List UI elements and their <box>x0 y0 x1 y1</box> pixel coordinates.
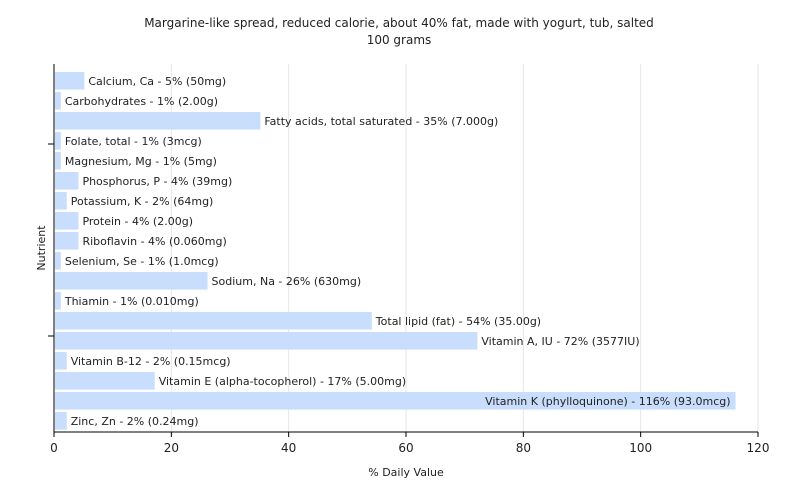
bar-label: Riboflavin - 4% (0.060mg) <box>82 235 226 248</box>
bar <box>55 412 67 430</box>
bar <box>55 92 61 110</box>
gridlines <box>170 64 759 432</box>
bar <box>55 112 261 130</box>
bar-label: Fatty acids, total saturated - 35% (7.00… <box>264 115 498 128</box>
bar <box>55 252 61 270</box>
bar-label: Protein - 4% (2.00g) <box>82 215 193 228</box>
x-tick-label: 40 <box>281 441 296 455</box>
x-tick-label: 120 <box>747 441 770 455</box>
bar <box>55 372 155 390</box>
bar-label: Total lipid (fat) - 54% (35.00g) <box>375 315 541 328</box>
bar <box>55 132 61 150</box>
bar <box>55 172 79 190</box>
bar-label: Folate, total - 1% (3mcg) <box>65 135 202 148</box>
bar <box>55 72 85 90</box>
chart-title: Margarine-like spread, reduced calorie, … <box>144 16 654 30</box>
bar-label: Selenium, Se - 1% (1.0mcg) <box>65 255 219 268</box>
bars: Calcium, Ca - 5% (50mg) Carbohydrates - 1… <box>55 72 736 430</box>
chart-subtitle: 100 grams <box>367 33 432 47</box>
bar <box>55 272 208 290</box>
bar-label: Vitamin B-12 - 2% (0.15mcg) <box>71 355 231 368</box>
bar-label: Vitamin E (alpha-tocopherol) - 17% (5.00… <box>159 375 406 388</box>
bar <box>55 352 67 370</box>
bar-label: Sodium, Na - 26% (630mg) <box>212 275 362 288</box>
bar-label: Magnesium, Mg - 1% (5mg) <box>65 155 217 168</box>
x-axis-title: % Daily Value <box>368 466 444 479</box>
bar-label: Phosphorus, P - 4% (39mg) <box>82 175 232 188</box>
bar <box>55 212 79 230</box>
bar <box>55 392 736 410</box>
x-tick-label: 100 <box>629 441 652 455</box>
bar-label: Thiamin - 1% (0.010mg) <box>64 295 199 308</box>
x-tick-label: 20 <box>164 441 179 455</box>
bar <box>55 292 61 310</box>
bar-label: Calcium, Ca - 5% (50mg) <box>88 75 226 88</box>
bar <box>55 152 61 170</box>
bar-label: Vitamin K (phylloquinone) - 116% (93.0mc… <box>485 395 730 408</box>
bar <box>55 312 372 330</box>
bar-label: Zinc, Zn - 2% (0.24mg) <box>71 415 199 428</box>
x-tick-label: 80 <box>516 441 531 455</box>
axes: 0 20 40 60 80 100 120 <box>48 64 769 455</box>
x-tick-label: 60 <box>398 441 413 455</box>
bar <box>55 232 79 250</box>
bar-label: Carbohydrates - 1% (2.00g) <box>65 95 218 108</box>
y-axis-title: Nutrient <box>35 225 48 271</box>
bar-label: Potassium, K - 2% (64mg) <box>71 195 214 208</box>
x-tick-label: 0 <box>50 441 58 455</box>
bar-label: Vitamin A, IU - 72% (3577IU) <box>481 335 639 348</box>
bar <box>55 192 67 210</box>
bar <box>55 332 478 350</box>
